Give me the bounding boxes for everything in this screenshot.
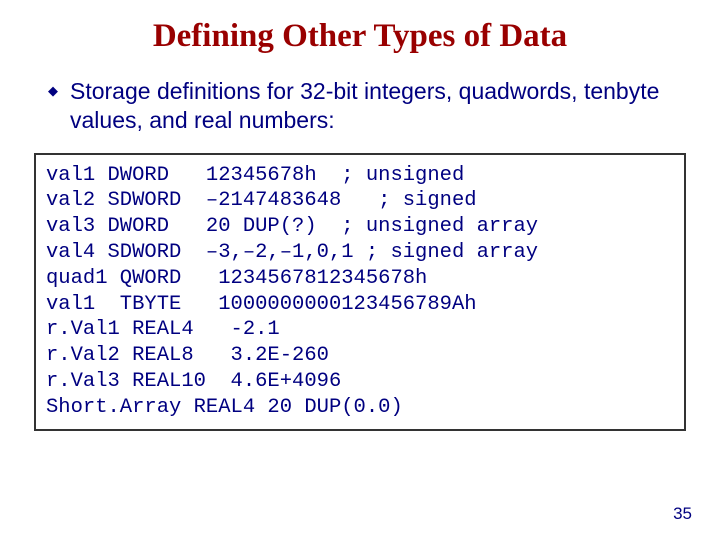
code-line: val2 SDWORD –2147483648 ; signed	[46, 188, 674, 214]
code-line: val4 SDWORD –3,–2,–1,0,1 ; signed array	[46, 240, 674, 266]
code-line: val3 DWORD 20 DUP(?) ; unsigned array	[46, 214, 674, 240]
code-line: val1 DWORD 12345678h ; unsigned	[46, 163, 674, 189]
slide-container: Defining Other Types of Data ◆ Storage d…	[0, 0, 720, 540]
code-line: val1 TBYTE 1000000000123456789Ah	[46, 292, 674, 318]
bullet-text: Storage definitions for 32-bit integers,…	[70, 77, 692, 135]
diamond-bullet-icon: ◆	[48, 83, 58, 99]
code-box: val1 DWORD 12345678h ; unsigned val2 SDW…	[34, 153, 686, 431]
code-line: quad1 QWORD 1234567812345678h	[46, 266, 674, 292]
bullet-row: ◆ Storage definitions for 32-bit integer…	[48, 77, 692, 135]
code-line: r.Val3 REAL10 4.6E+4096	[46, 369, 674, 395]
slide-title: Defining Other Types of Data	[28, 18, 692, 55]
code-line: Short.Array REAL4 20 DUP(0.0)	[46, 395, 674, 421]
code-line: r.Val1 REAL4 -2.1	[46, 317, 674, 343]
page-number: 35	[673, 504, 692, 524]
code-line: r.Val2 REAL8 3.2E-260	[46, 343, 674, 369]
